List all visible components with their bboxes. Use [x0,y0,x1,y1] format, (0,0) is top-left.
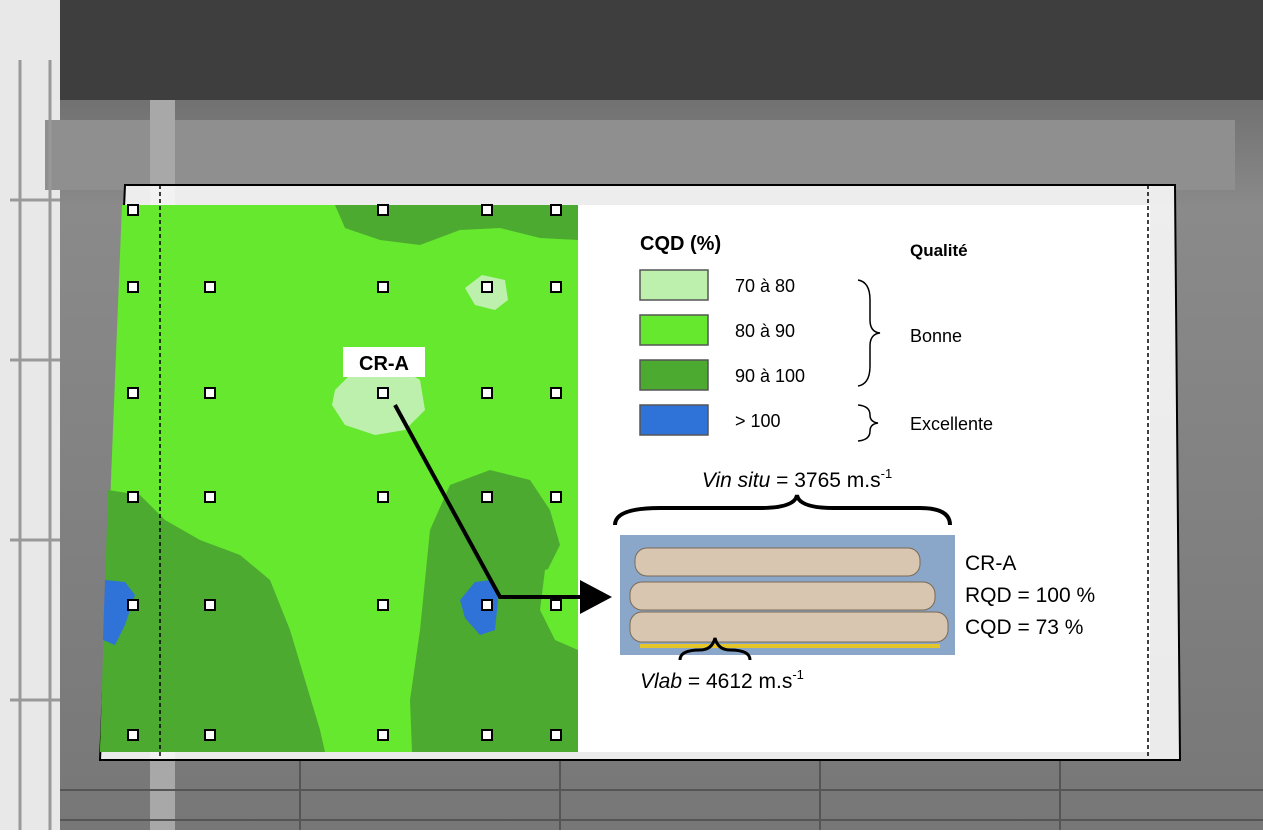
core-cqd: CQD = 73 % [965,616,1083,639]
sample-point [128,730,138,740]
legend-swatch [640,315,708,345]
exponent: -1 [881,466,893,481]
sample-point [378,205,388,215]
value: = 3765 m.s [770,469,880,492]
sample-point [551,730,561,740]
sample-point [205,282,215,292]
value: = 4612 m.s [682,670,792,693]
sample-point [205,730,215,740]
sample-point [128,388,138,398]
sample-point [551,282,561,292]
deck [60,0,1263,100]
sample-point [378,730,388,740]
sample-point [482,205,492,215]
page: CR-A CQD (%) Qualité 70 à 80 80 à 90 90 à … [0,0,1263,830]
sample-point [378,600,388,610]
exponent: -1 [792,667,804,682]
sample-point [551,600,561,610]
tape [640,644,940,648]
sample-point [482,282,492,292]
legend-label: > 100 [735,411,781,431]
quality-label: Bonne [910,326,962,346]
sample-label: CR-A [359,353,409,375]
sample-point [128,205,138,215]
sample-point [128,492,138,502]
quality-title: Qualité [910,241,968,260]
sample-point [205,492,215,502]
sample-point [551,388,561,398]
core-cylinders [630,548,948,642]
core-sample: CR-A [965,552,1016,575]
legend-swatch [640,270,708,300]
legend-label: 90 à 100 [735,366,805,386]
legend-swatch [640,405,708,435]
legend-label: 70 à 80 [735,276,795,296]
vin-situ: Vin situ = 3765 m.s-1 [702,466,892,492]
sample-point [205,600,215,610]
core-rqd: RQD = 100 % [965,584,1095,607]
sample-point [482,388,492,398]
legend-label: 80 à 90 [735,321,795,341]
cqd-map [100,205,578,752]
legend-title: CQD (%) [640,233,721,255]
sample-point [205,388,215,398]
sample-point [128,282,138,292]
symbol: Vin situ [702,469,771,492]
sample-point [378,492,388,502]
sample-point [128,600,138,610]
vlab: Vlab = 4612 m.s-1 [640,667,804,693]
sample-point [378,388,388,398]
cornice [45,120,1235,190]
sample-point [551,492,561,502]
sample-point [482,730,492,740]
sample-point [482,492,492,502]
figure: CR-A CQD (%) Qualité 70 à 80 80 à 90 90 à … [0,0,1263,830]
sample-point [378,282,388,292]
symbol: Vlab [640,670,682,693]
legend-swatch [640,360,708,390]
sample-point [482,600,492,610]
quality-label: Excellente [910,414,993,434]
sample-point [551,205,561,215]
